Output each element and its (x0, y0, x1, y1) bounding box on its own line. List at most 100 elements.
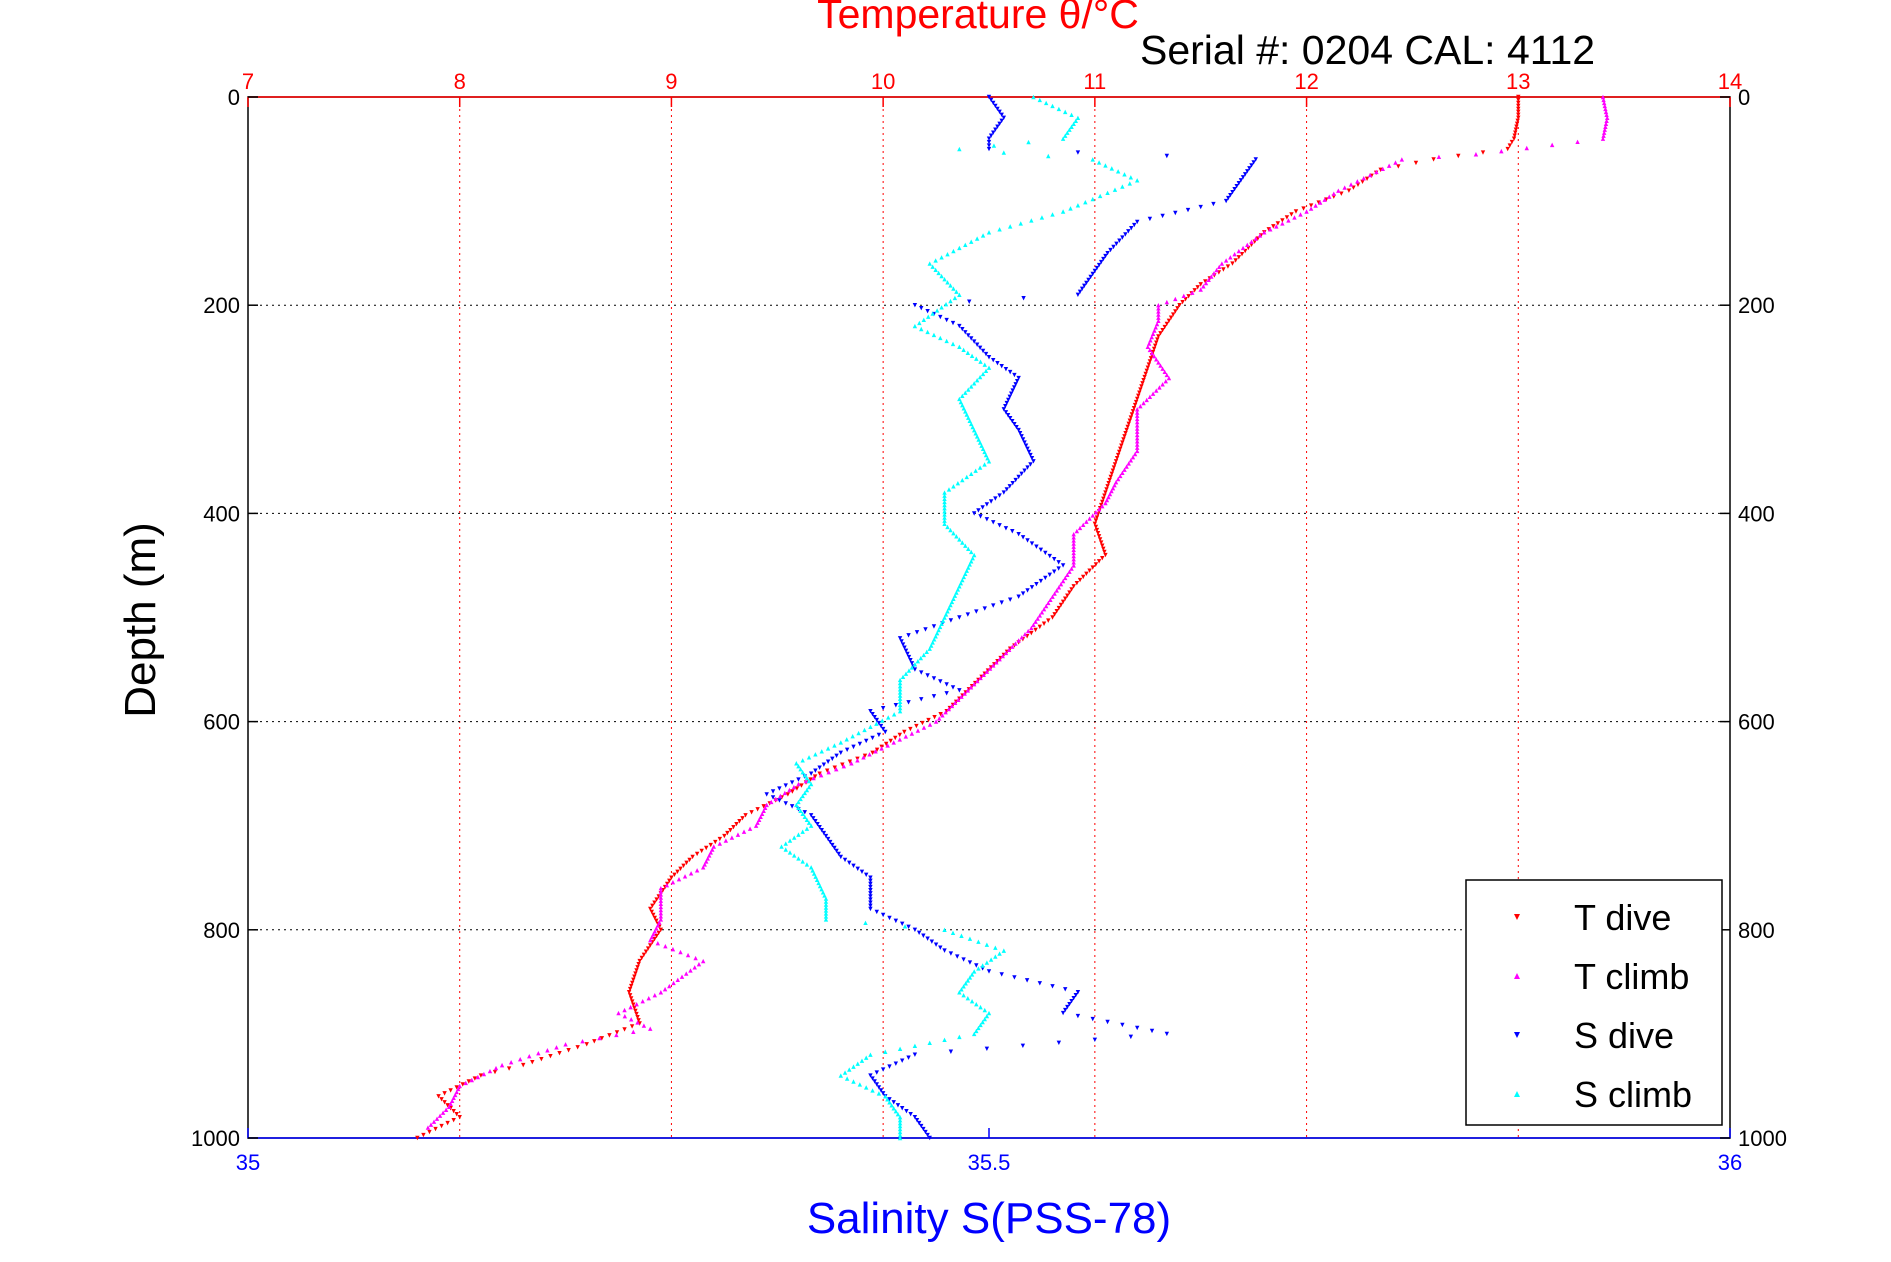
data-point (887, 1064, 892, 1069)
data-point (868, 900, 873, 905)
data-point (1516, 109, 1521, 115)
data-point (658, 910, 664, 916)
data-point (1096, 507, 1102, 512)
data-point (897, 699, 903, 705)
data-point (428, 1122, 434, 1127)
data-point (783, 801, 788, 806)
data-point (909, 661, 915, 666)
data-point (912, 303, 918, 308)
data-point (929, 643, 934, 648)
data-point (849, 761, 854, 766)
data-point (783, 841, 788, 846)
data-point (1603, 121, 1609, 126)
data-point (802, 814, 808, 819)
data-point (888, 738, 893, 744)
data-point (1050, 594, 1055, 599)
data-point (959, 933, 964, 938)
temp-tick-label: 13 (1506, 69, 1530, 94)
data-point (641, 1023, 647, 1028)
data-point (893, 1061, 899, 1066)
data-point (1108, 247, 1113, 253)
data-point (930, 264, 935, 269)
data-point (868, 891, 873, 896)
data-point (649, 909, 654, 915)
data-point (622, 1007, 627, 1013)
data-point (1025, 628, 1031, 634)
data-point (899, 639, 904, 644)
data-point (734, 822, 739, 827)
data-point (688, 968, 693, 973)
data-point (1083, 199, 1088, 205)
series-s-climb (779, 94, 1140, 1141)
data-point (1236, 181, 1242, 186)
data-point (741, 829, 747, 834)
data-point (986, 139, 992, 145)
data-point (897, 684, 903, 689)
data-point (442, 1091, 447, 1096)
data-point (1304, 209, 1309, 214)
data-point (700, 865, 706, 870)
data-point (868, 1052, 873, 1057)
data-point (1240, 245, 1246, 251)
data-point (925, 936, 930, 941)
data-point (1399, 157, 1405, 162)
data-point (986, 94, 992, 100)
data-point (957, 344, 962, 350)
data-point (1039, 610, 1045, 615)
data-point (823, 914, 829, 919)
data-point (1156, 303, 1161, 308)
data-point (1175, 306, 1180, 311)
data-point (1052, 569, 1057, 574)
data-point (427, 1129, 432, 1135)
data-point (1065, 1004, 1070, 1010)
data-point (897, 708, 903, 714)
data-point (1063, 575, 1068, 581)
data-point (1135, 423, 1140, 428)
data-point (764, 802, 769, 808)
data-point (1513, 127, 1519, 132)
data-point (1206, 277, 1211, 283)
data-point (1164, 153, 1170, 159)
data-point (919, 670, 924, 675)
data-point (646, 996, 651, 1001)
data-point (440, 1110, 446, 1115)
data-point (1232, 251, 1237, 257)
data-point (1221, 267, 1226, 272)
data-point (1230, 189, 1235, 195)
data-point (1056, 566, 1061, 571)
data-point (643, 949, 649, 954)
data-point (1151, 354, 1157, 359)
data-point (984, 1013, 990, 1019)
data-point (637, 958, 642, 964)
data-point (499, 1062, 505, 1068)
data-point (844, 737, 849, 742)
data-point (874, 1082, 879, 1087)
data-point (887, 1100, 892, 1105)
data-point (933, 634, 938, 639)
data-point (897, 705, 903, 711)
data-point (864, 1055, 869, 1060)
data-point (649, 935, 654, 940)
data-point (725, 830, 730, 836)
data-point (971, 552, 977, 558)
data-point (1136, 393, 1141, 398)
data-point (1041, 606, 1047, 612)
depth-tick-label-right: 600 (1738, 710, 1775, 735)
data-point (1117, 449, 1122, 455)
data-point (753, 823, 759, 828)
data-point (974, 236, 980, 241)
data-point (1249, 239, 1254, 244)
data-point (769, 799, 774, 805)
data-point (969, 421, 974, 427)
data-point (978, 1004, 983, 1010)
data-point (963, 571, 968, 576)
data-point (1095, 530, 1101, 536)
data-point (1020, 591, 1026, 596)
data-point (1105, 1019, 1110, 1025)
data-point (1001, 948, 1007, 953)
data-point (808, 865, 814, 870)
data-point (634, 968, 639, 973)
data-point (798, 766, 803, 772)
data-point (655, 940, 661, 946)
data-point (1480, 150, 1486, 155)
